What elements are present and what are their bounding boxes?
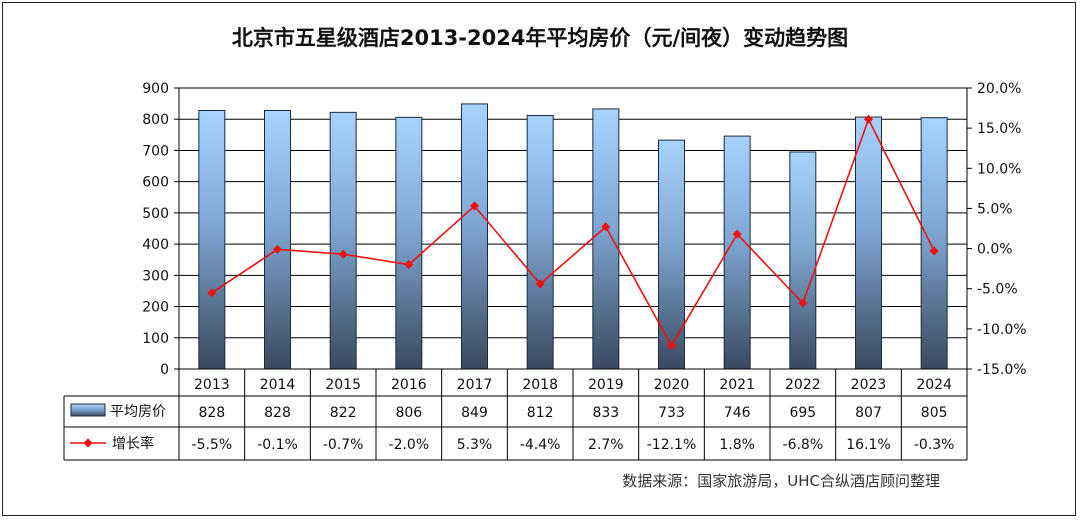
price-cell: 805 [921,405,948,421]
left-tick-label: 800 [142,112,169,128]
legend-line-marker [83,438,93,448]
left-tick-label: 700 [142,143,169,159]
price-cell: 822 [330,405,357,421]
bar-2016 [395,116,423,370]
price-cell: 812 [527,405,554,421]
bar-series [198,103,948,370]
left-tick-label: 300 [142,268,169,284]
category-label: 2021 [719,377,755,393]
category-label: 2015 [325,377,361,393]
bar-2017 [461,103,488,370]
growth-rate-line [211,117,935,348]
growth-cell: -0.1% [257,437,298,453]
growth-point-2018 [535,279,545,289]
bar-2022 [789,151,817,370]
price-cell: 833 [592,405,619,421]
axes: 0 100 200 300 400 500 600 700 800 900 -15.0% -10.0%… [142,81,1026,378]
bar-2020 [658,139,685,370]
right-tick-label: -15.0% [977,362,1027,378]
category-label: 2019 [588,377,624,393]
category-label: 2023 [851,377,887,393]
bar-2015 [329,111,357,370]
bar-2023 [855,116,882,370]
right-tick-label: 10.0% [977,161,1021,177]
category-label: 2016 [391,377,427,393]
plot-area-border [178,87,968,370]
category-label: 2018 [522,377,558,393]
bar-2019 [592,108,620,370]
growth-cell: 1.8% [719,437,755,453]
left-tick-label: 0 [160,362,169,378]
growth-cell: -2.0% [389,437,430,453]
legend-bar-swatch [70,403,106,417]
price-cell: 807 [855,405,882,421]
bar-2014 [264,109,291,370]
left-tick-label: 600 [142,175,169,191]
growth-point-2016 [404,260,414,270]
category-label: 2017 [457,377,493,393]
growth-point-2014 [273,244,282,254]
line-series [207,114,939,351]
growth-cell: -0.3% [914,437,955,453]
growth-cell: -12.1% [647,437,697,453]
gridlines [179,87,967,370]
bar-2013 [198,109,226,370]
left-tick-label: 400 [142,237,169,253]
right-tick-label: 5.0% [977,201,1013,217]
left-tick-label: 200 [142,300,169,316]
left-tick-label: 100 [142,331,169,347]
growth-cell: 16.1% [846,437,890,453]
bar-2024 [920,117,948,370]
right-tick-label: -10.0% [977,322,1027,338]
data-table: 2013 828 -5.5% 2014 828 -0.1% 2015 822 -0.7% 2016… [63,369,968,461]
right-tick-label: 20.0% [977,81,1021,97]
legend-bar-label: 平均房价 [110,404,166,420]
price-cell: 806 [395,405,422,421]
category-label: 2020 [654,377,690,393]
growth-point-2024 [929,246,939,256]
price-cell: 733 [658,405,685,421]
source-note: 数据来源：国家旅游局，UHC合纵酒店顾问整理 [622,472,940,490]
category-label: 2024 [916,377,952,393]
price-cell: 695 [789,405,816,421]
growth-cell: 2.7% [588,437,624,453]
price-cell: 849 [461,405,488,421]
growth-point-2021 [732,229,742,239]
price-cell: 828 [264,405,291,421]
right-tick-label: 0.0% [977,242,1013,258]
bar-2018 [526,114,554,370]
growth-point-2020 [667,341,676,351]
chart-title: 北京市五星级酒店2013-2024年平均房价（元/间夜）变动趋势图 [231,26,849,50]
growth-cell: -5.5% [192,437,233,453]
growth-point-2017 [470,201,479,211]
category-label: 2022 [785,377,821,393]
growth-point-2015 [338,249,348,259]
price-cell: 746 [724,405,751,421]
left-tick-label: 500 [142,206,169,222]
growth-cell: -6.8% [783,437,824,453]
growth-cell: -0.7% [323,437,364,453]
growth-cell: -4.4% [520,437,561,453]
right-tick-label: 15.0% [977,121,1021,137]
price-cell: 828 [198,405,225,421]
legend-line-label: 增长率 [112,435,154,452]
growth-cell: 5.3% [457,437,493,453]
category-label: 2014 [260,377,296,393]
growth-point-2022 [798,298,808,308]
category-label: 2013 [194,377,230,393]
right-tick-label: -5.0% [977,282,1018,298]
left-tick-label: 900 [142,81,169,97]
growth-point-2023 [864,114,873,124]
bar-2021 [723,135,751,370]
growth-point-2019 [601,222,611,232]
growth-point-2013 [207,288,217,298]
